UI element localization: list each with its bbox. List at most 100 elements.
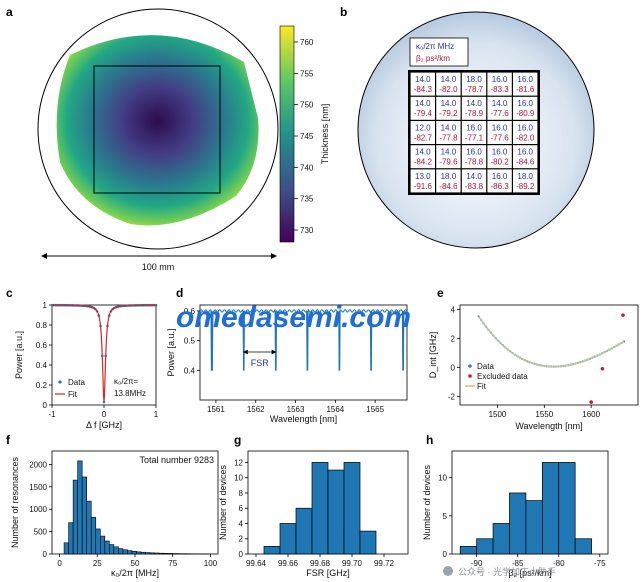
device-cell (436, 72, 461, 96)
x-tick-label: -90 (471, 559, 483, 568)
x-tick-label: 1565 (366, 405, 384, 414)
histogram-bar (68, 522, 74, 555)
device-cell (436, 145, 461, 169)
y-tick-label: 0.4 (184, 366, 196, 375)
histogram-bar (131, 551, 137, 555)
x-axis-label: Wavelength [nm] (515, 421, 582, 431)
device-beta: -83.8 (465, 182, 484, 191)
x-tick-label: 1 (154, 410, 159, 419)
histogram-bar (113, 546, 119, 555)
y-tick-label: 0.8 (36, 321, 48, 330)
y-tick-label: 0 (43, 401, 48, 410)
device-kappa: 16.0 (492, 75, 508, 84)
device-cell (487, 169, 512, 193)
axes-frame (459, 304, 639, 406)
y-tick-label: 2 (239, 535, 244, 544)
device-beta: -77.8 (439, 133, 458, 142)
excluded-point (621, 313, 625, 317)
histogram-bar (459, 546, 477, 555)
device-cell (461, 169, 487, 193)
histogram-bar (81, 476, 88, 555)
x-tick-label: 99.66 (278, 559, 299, 568)
device-beta: -80.9 (516, 109, 535, 118)
device-kappa: 16.0 (517, 99, 533, 108)
device-cell (436, 169, 461, 193)
device-beta: -78.8 (465, 158, 484, 167)
y-tick-label: 6 (239, 504, 244, 513)
histogram-bar (327, 469, 345, 555)
histogram-bar (140, 551, 146, 555)
panel-label-h: h (426, 433, 433, 447)
x-tick-label: -75 (594, 559, 606, 568)
colorbar-tick-label: 740 (300, 163, 314, 172)
histogram-bar (167, 553, 174, 555)
histogram-bar (104, 540, 110, 555)
device-beta: -80.2 (490, 158, 509, 167)
y-tick-label: 4 (451, 305, 456, 314)
x-tick-label: 0 (57, 559, 62, 568)
y-tick-label: 4 (239, 519, 244, 528)
x-tick-label: -85 (512, 559, 524, 568)
y-tick-label: 1 (43, 301, 48, 310)
scale-label: 100 mm (142, 262, 175, 272)
histogram-bar (86, 500, 92, 555)
y-tick-label: 0.4 (36, 361, 48, 370)
x-tick-label: 99.68 (310, 559, 331, 568)
x-tick-label: 1561 (207, 405, 225, 414)
device-kappa: 12.0 (415, 123, 431, 132)
y-tick-label: -2 (448, 392, 456, 401)
x-tick-label: 1600 (582, 410, 600, 419)
x-tick-label: 100 (204, 559, 218, 568)
legend-data-marker (58, 380, 62, 384)
y-tick-label: 12 (234, 458, 243, 467)
device-cell (436, 121, 461, 144)
thickness-map (56, 35, 259, 226)
histogram-bar (77, 460, 83, 555)
panel-label-b: b (340, 5, 347, 19)
x-tick-label: -1 (48, 410, 56, 419)
device-cell (410, 96, 435, 120)
device-beta: -89.2 (516, 182, 535, 191)
y-tick-label: 0.5 (184, 337, 196, 346)
device-cell (487, 145, 512, 169)
panel-label-a: a (6, 5, 13, 19)
device-cell (461, 121, 487, 144)
device-kappa: 14.0 (441, 123, 457, 132)
histogram-bar (145, 552, 151, 555)
histogram-bar (574, 538, 592, 555)
x-tick-label: 0 (102, 410, 107, 419)
legend-data-label: Data (68, 378, 85, 387)
device-cell (513, 145, 538, 169)
x-axis-label: β₂ [ps²/km] (508, 568, 551, 578)
device-beta: -78.9 (465, 109, 484, 118)
legend-data-label: Data (477, 362, 494, 371)
y-tick-label: 0 (451, 363, 456, 372)
x-tick-label: 1500 (489, 410, 507, 419)
wechat-icon (443, 566, 453, 576)
histogram-bar (158, 552, 164, 555)
measurement-region-box (93, 65, 221, 194)
device-cell (410, 121, 435, 144)
panel-label-d: d (176, 286, 183, 300)
panel-label-g: g (234, 433, 241, 447)
colorbar-tick-label: 730 (300, 226, 314, 235)
device-cell (513, 121, 538, 144)
device-cell (513, 96, 538, 120)
x-axis-label: FSR [GHz] (306, 568, 350, 578)
y-axis-label: Power [a.u.] (14, 331, 24, 379)
device-kappa: 14.0 (441, 75, 457, 84)
device-kappa: 13.0 (415, 172, 431, 181)
histogram-bar (279, 523, 297, 555)
histogram-bar (99, 535, 106, 555)
legend-excluded-label: Excluded data (477, 372, 528, 381)
legend-box (409, 37, 469, 67)
y-axis-label: D_int [GHz] (428, 332, 438, 379)
panel-h-histogram: -90 -85 -80 -75 0 5 10 β₂ [ps²/km] Number of dev… (422, 450, 609, 578)
histogram-bar (263, 546, 281, 555)
device-kappa: 16.0 (517, 75, 533, 84)
x-tick-label: -80 (553, 559, 565, 568)
device-kappa: 16.0 (492, 148, 508, 157)
histogram-bar (359, 530, 377, 555)
device-cell (513, 169, 538, 193)
x-tick-label: 99.70 (342, 559, 363, 568)
